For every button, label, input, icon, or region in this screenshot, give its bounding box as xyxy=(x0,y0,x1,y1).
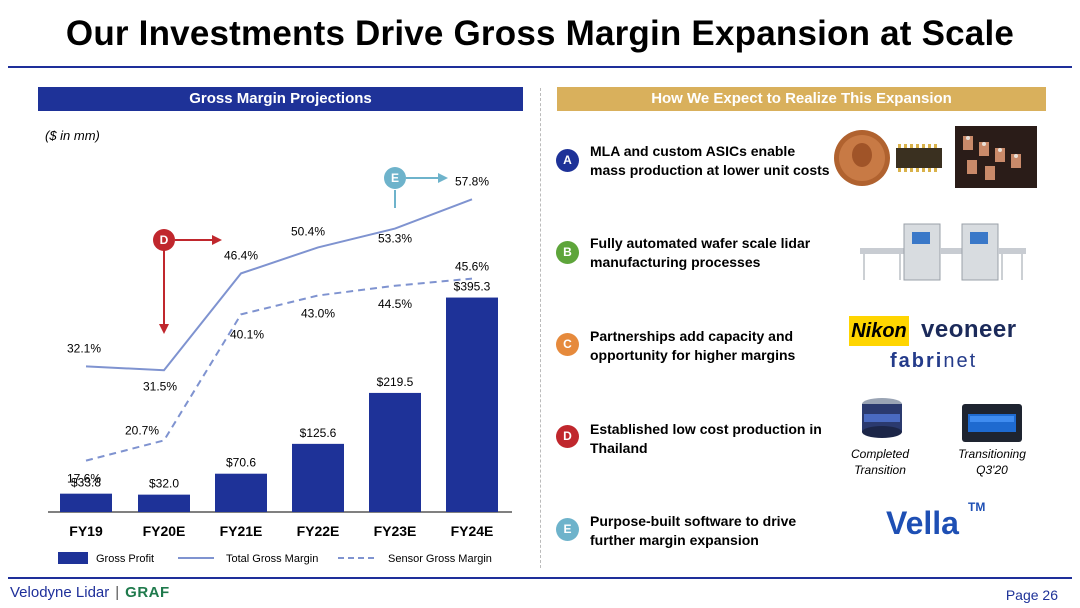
manufacturing-machines-image xyxy=(860,223,1026,281)
bar-label-fy20e: $32.0 xyxy=(149,477,179,491)
legend-sensor-margin-label: Sensor Gross Margin xyxy=(388,553,492,565)
bar-fy24e xyxy=(446,297,498,512)
circuit-board-image xyxy=(955,126,1037,188)
page-title: Our Investments Drive Gross Margin Expan… xyxy=(65,14,1015,53)
expansion-item-e-text: Purpose-built software to drive further … xyxy=(590,513,797,548)
transitioning-caption: Transitioning Q3'20 xyxy=(958,447,1026,477)
page-number: Page 26 xyxy=(1005,587,1058,603)
bar-label-fy21e: $70.6 xyxy=(226,456,256,470)
badge-a: A xyxy=(556,149,579,172)
sensor-margin-label-fy22e: 43.0% xyxy=(301,307,335,321)
marker-d-badge xyxy=(153,229,175,251)
category-label-fy21e: FY21E xyxy=(220,523,263,539)
gross-margin-projections-header: Gross Margin Projections xyxy=(38,87,523,111)
legend-gross-profit-swatch xyxy=(58,552,88,564)
total-margin-label-fy22e: 50.4% xyxy=(291,224,325,238)
solid-state-sensor-image xyxy=(962,404,1022,442)
category-label-fy19: FY19 xyxy=(69,523,103,539)
legend-total-margin-label: Total Gross Margin xyxy=(226,553,318,565)
marker-d-arrowhead-right xyxy=(212,235,222,245)
sensor-margin-label-fy23e: 44.5% xyxy=(378,297,412,311)
fabrinet-logo-bold: fabri xyxy=(890,350,944,372)
penny-and-chip-image xyxy=(834,130,942,186)
nikon-logo: Nikon xyxy=(849,316,909,346)
marker-e-arrowhead-right xyxy=(438,173,448,183)
bar-label-fy23e: $219.5 xyxy=(377,375,414,389)
category-label-fy20e: FY20E xyxy=(143,523,186,539)
bar-fy22e xyxy=(292,443,344,512)
bar-label-fy24e: $395.3 xyxy=(454,280,491,294)
sensor-gross-margin-line xyxy=(85,277,473,462)
total-gross-margin-line xyxy=(85,198,473,372)
gross-margin-chart: $33.8 $32.0 $70.6 $125.6 $219.5 $395.3 FY19 FY2… xyxy=(48,167,512,565)
total-margin-label-fy24e: 57.8% xyxy=(455,174,489,188)
sensor-margin-label-fy19: 17.6% xyxy=(67,472,101,486)
total-margin-label-fy21e: 46.4% xyxy=(224,248,258,262)
graf-logo: GRAF xyxy=(125,584,170,601)
unit-label: ($ in mm) xyxy=(45,128,100,143)
fabrinet-logo-rest: net xyxy=(943,350,978,372)
sensor-margin-label-fy21e: 40.1% xyxy=(230,327,264,341)
marker-d-badge-letter: D xyxy=(160,233,169,247)
puck-sensor-image xyxy=(862,398,902,438)
fabrinet-logo: fabrinet xyxy=(890,350,977,373)
sensor-margin-label-fy20e: 20.7% xyxy=(125,423,159,437)
expansion-item-a-text: MLA and custom ASICs enable mass product… xyxy=(590,143,830,178)
completed-transition-caption: Completed Transition xyxy=(850,447,910,477)
category-label-fy22e: FY22E xyxy=(297,523,340,539)
category-label-fy24e: FY24E xyxy=(451,523,494,539)
footer-divider xyxy=(8,577,1072,579)
total-margin-label-fy20e: 31.5% xyxy=(143,379,177,393)
velodyne-logo: Velodyne Lidar xyxy=(10,584,110,601)
column-divider xyxy=(540,88,541,568)
vella-logo: Vella xyxy=(886,505,959,541)
sensor-margin-label-fy24e: 45.6% xyxy=(455,260,489,274)
vella-trademark: TM xyxy=(968,500,986,514)
bar-fy23e xyxy=(369,392,421,512)
marker-d-arrowhead-down xyxy=(159,324,169,334)
footer-separator: | xyxy=(115,584,120,601)
bar-fy19 xyxy=(60,493,112,512)
bar-fy21e xyxy=(215,473,267,512)
expansion-item-c-text: Partnerships add capacity and opportunit… xyxy=(590,328,796,363)
badge-c: C xyxy=(556,333,579,356)
expansion-item-d-text: Established low cost production in Thail… xyxy=(590,421,822,456)
total-margin-label-fy23e: 53.3% xyxy=(378,232,412,246)
bar-label-fy22e: $125.6 xyxy=(300,426,337,440)
bar-fy20e xyxy=(138,494,190,512)
expansion-header: How We Expect to Realize This Expansion xyxy=(557,87,1046,111)
badge-e: E xyxy=(556,518,579,541)
title-divider xyxy=(8,66,1072,68)
badge-b: B xyxy=(556,241,579,264)
legend-gross-profit-label: Gross Profit xyxy=(96,553,154,565)
footer-logo: Velodyne Lidar | GRAF xyxy=(10,584,170,601)
marker-e-badge-letter: E xyxy=(391,171,399,185)
badge-d: D xyxy=(556,425,579,448)
marker-e-badge xyxy=(384,167,406,189)
expansion-item-b-text: Fully automated wafer scale lidar manufa… xyxy=(590,235,811,270)
category-label-fy23e: FY23E xyxy=(374,523,417,539)
bar-label-fy19: $33.8 xyxy=(71,476,101,490)
veoneer-logo: veoneer xyxy=(921,316,1017,343)
total-margin-label-fy19: 32.1% xyxy=(67,341,101,355)
